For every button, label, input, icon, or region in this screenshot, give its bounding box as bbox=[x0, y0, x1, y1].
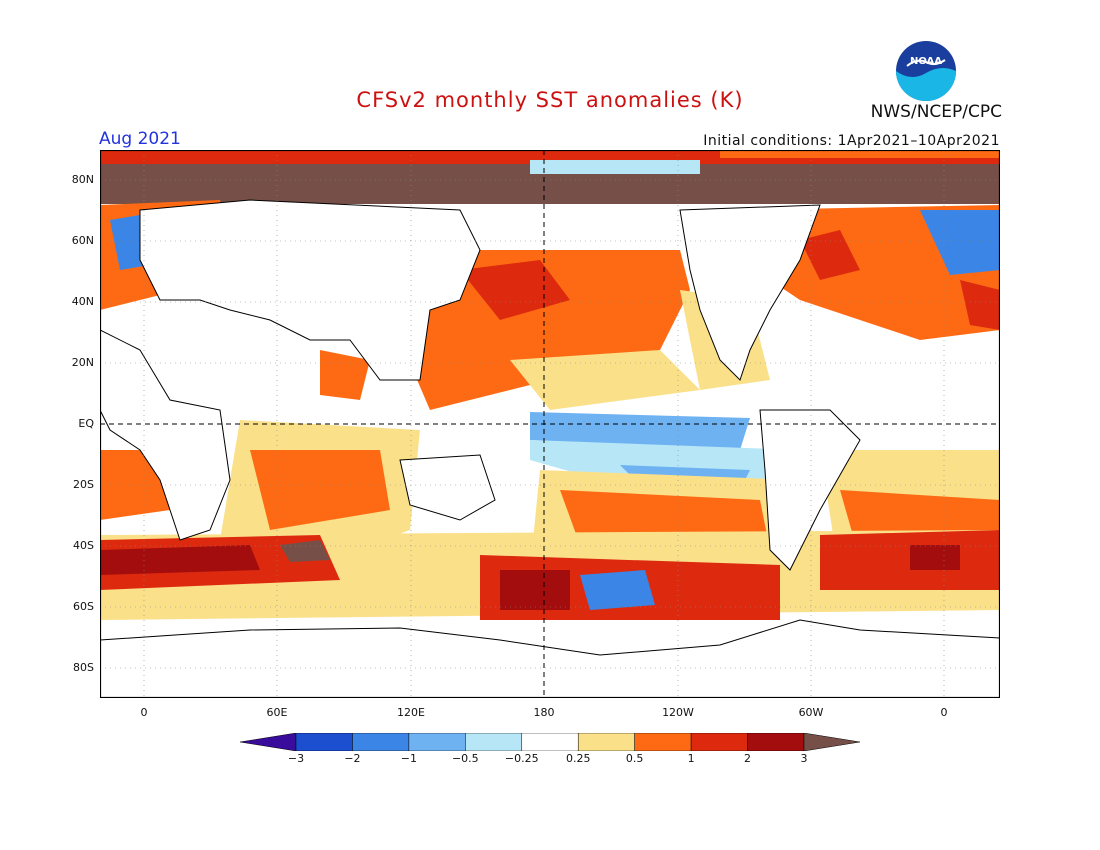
sst-anomaly-map bbox=[100, 150, 1000, 698]
lat-label-80s: 80S bbox=[73, 661, 94, 674]
colorbar-tick-label: 2 bbox=[744, 752, 752, 765]
lat-label-80n: 80N bbox=[71, 173, 94, 186]
colorbar-tick-label: 0.25 bbox=[565, 752, 591, 765]
map-frame bbox=[100, 150, 1000, 698]
lon-label-120e: 120E bbox=[397, 706, 425, 719]
lon-label-60w: 60W bbox=[798, 706, 824, 719]
colorbar-segment bbox=[408, 733, 466, 751]
lat-label-60s: 60S bbox=[73, 600, 94, 613]
colorbar-tick-label: 3 bbox=[800, 752, 808, 765]
lon-label-60e: 60E bbox=[266, 706, 288, 719]
colorbar-segment bbox=[295, 733, 353, 751]
lat-label-20s: 20S bbox=[73, 478, 94, 491]
lon-label-0-west: 0 bbox=[140, 706, 148, 719]
forecast-month-label: Aug 2021 bbox=[99, 129, 181, 149]
lat-label-eq: EQ bbox=[78, 417, 94, 430]
colorbar-tick-label: −0.5 bbox=[451, 752, 479, 765]
map-title: CFSv2 monthly SST anomalies (K) bbox=[356, 88, 744, 112]
colorbar-segment bbox=[690, 733, 748, 751]
agency-label: NWS/NCEP/CPC bbox=[870, 102, 1002, 122]
colorbar-tick-label: 0.5 bbox=[625, 752, 644, 765]
colorbar-segment bbox=[634, 733, 692, 751]
svg-text:NOAA: NOAA bbox=[910, 56, 942, 67]
colorbar bbox=[240, 733, 860, 751]
colorbar-segment bbox=[577, 733, 635, 751]
lon-label-0-east: 0 bbox=[940, 706, 948, 719]
colorbar-segment bbox=[521, 733, 579, 751]
colorbar-tick-label: −0.25 bbox=[504, 752, 539, 765]
anomaly-field bbox=[100, 150, 1000, 698]
colorbar-tick-label: −3 bbox=[287, 752, 305, 765]
lat-label-20n: 20N bbox=[71, 356, 94, 369]
colorbar-segment bbox=[240, 733, 297, 751]
noaa-logo: NOAA bbox=[896, 41, 956, 101]
initial-conditions-label: Initial conditions: 1Apr2021–10Apr2021 bbox=[703, 133, 1000, 149]
lon-label-180: 180 bbox=[533, 706, 555, 719]
graticule bbox=[100, 150, 1000, 698]
colorbar-segment bbox=[747, 733, 805, 751]
lat-label-60n: 60N bbox=[71, 234, 94, 247]
colorbar-segment bbox=[352, 733, 410, 751]
colorbar-tick-label: 1 bbox=[687, 752, 695, 765]
colorbar-segment bbox=[465, 733, 523, 751]
lat-label-40n: 40N bbox=[71, 295, 94, 308]
colorbar-segment bbox=[803, 733, 860, 751]
lon-label-120w: 120W bbox=[662, 706, 694, 719]
colorbar-tick-label: −2 bbox=[344, 752, 361, 765]
lat-label-40s: 40S bbox=[73, 539, 94, 552]
colorbar-tick-label: −1 bbox=[400, 752, 417, 765]
